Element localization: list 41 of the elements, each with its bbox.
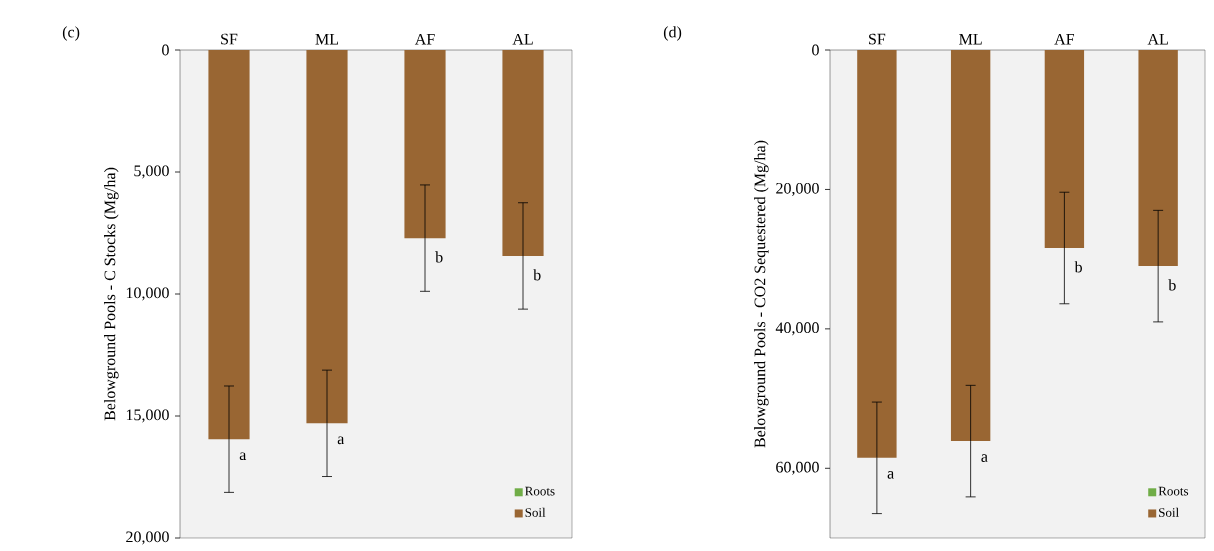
y-tick-label: 5,000 — [134, 165, 169, 179]
x-tick-label: ML — [315, 33, 339, 45]
x-tick-label: ML — [959, 34, 982, 45]
bar — [306, 50, 348, 424]
y-axis-title: Belowground Pools - CO2 Sequestered (Mg/ha) — [754, 140, 769, 448]
chart-title: (c) — [62, 26, 80, 41]
y-axis-title: Belowground Pools - C Stocks (Mg/ha) — [104, 167, 119, 421]
y-tick-label: 40,000 — [775, 322, 819, 336]
annotation: b — [533, 269, 541, 281]
y-tick-label: 10,000 — [126, 287, 169, 301]
legend-label: Soil — [525, 507, 546, 517]
text: (d) — [663, 26, 682, 41]
legend-label: Roots — [525, 486, 555, 496]
x-tick-label: AL — [1147, 33, 1168, 45]
y-tick-label: 20,000 — [126, 531, 169, 545]
y-tick-label: 20,000 — [776, 182, 819, 196]
bar — [950, 50, 991, 442]
y-tick-label: 15,000 — [126, 409, 169, 423]
bar — [404, 50, 446, 239]
annotation: a — [981, 454, 988, 462]
annotation: a — [887, 471, 894, 479]
x-tick-label: SF — [869, 33, 886, 45]
x-tick-label: AL — [512, 33, 533, 45]
annotation: b — [1168, 279, 1176, 291]
y-tick-label: 0 — [162, 44, 169, 56]
annotation: a — [239, 452, 247, 461]
legend-label: Roots — [1158, 486, 1189, 496]
x-tick-label: SF — [221, 33, 238, 45]
legend-label: Soil — [1159, 507, 1179, 517]
y-tick-label: 0 — [812, 44, 819, 56]
annotation: b — [435, 251, 443, 263]
annotation: a — [337, 436, 345, 445]
bar — [1138, 50, 1178, 267]
bar — [1044, 50, 1085, 248]
x-tick-label: AF — [1054, 33, 1075, 45]
bar — [857, 50, 897, 458]
bar — [208, 50, 250, 440]
y-tick-label: 60,000 — [776, 461, 819, 475]
bar — [502, 50, 544, 256]
annotation: b — [1074, 261, 1082, 273]
x-tick-label: AF — [414, 33, 435, 45]
